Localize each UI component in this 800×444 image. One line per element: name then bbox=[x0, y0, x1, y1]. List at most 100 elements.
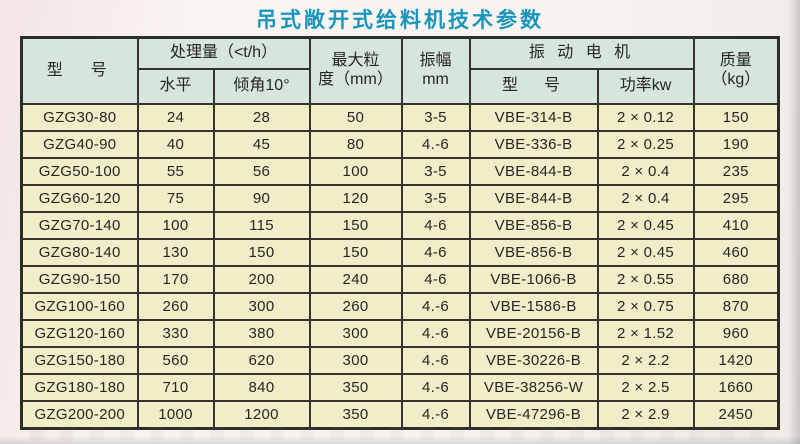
table-cell: 2450 bbox=[692, 400, 780, 430]
table-cell: 28 bbox=[212, 103, 311, 132]
table-cell: 4.-6 bbox=[400, 292, 471, 321]
table-cell: 295 bbox=[692, 184, 780, 213]
table-cell: 24 bbox=[136, 103, 215, 132]
table-cell: 680 bbox=[692, 265, 780, 294]
table-cell: VBE-38256-W bbox=[468, 373, 599, 402]
model-cell: GZG70-140 bbox=[20, 211, 139, 240]
table-cell: 200 bbox=[212, 265, 311, 294]
table-cell: 260 bbox=[136, 292, 215, 321]
table-cell: 3-5 bbox=[400, 103, 471, 132]
table-row: GZG70-140 100 115 150 4-6 VBE-856-B 2 × 0.45 41… bbox=[20, 211, 780, 240]
scan-shadow-right bbox=[788, 0, 800, 444]
model-cell: GZG120-160 bbox=[20, 319, 139, 348]
table-cell: VBE-844-B bbox=[468, 157, 599, 186]
spec-table: 型 号 处理量（<t/h） 最大粒 度（mm） 振幅 mm 振 动 电 机 质量… bbox=[20, 36, 781, 430]
table-cell: VBE-47296-B bbox=[468, 400, 599, 430]
table-row: GZG50-100 55 56 100 3-5 VBE-844-B 2 × 0.4 235 bbox=[20, 157, 780, 186]
table-cell: 90 bbox=[212, 184, 311, 213]
header-capacity-group: 处理量（<t/h） bbox=[136, 36, 311, 70]
header-capacity-horizontal: 水平 bbox=[136, 68, 215, 105]
table-cell: 2 × 0.12 bbox=[596, 103, 695, 132]
table-cell: 2 × 0.75 bbox=[596, 292, 695, 321]
table-cell: 840 bbox=[212, 373, 311, 402]
table-cell: 4-6 bbox=[400, 238, 471, 267]
table-cell: 2 × 0.25 bbox=[596, 130, 695, 159]
table-cell: 2 × 0.4 bbox=[596, 184, 695, 213]
table-row: GZG30-80 24 28 50 3-5 VBE-314-B 2 × 0.12 150 bbox=[20, 103, 780, 132]
table-cell: 150 bbox=[692, 103, 780, 132]
model-cell: GZG90-150 bbox=[20, 265, 139, 294]
table-cell: 170 bbox=[136, 265, 215, 294]
table-cell: VBE-844-B bbox=[468, 184, 599, 213]
table-row: GZG120-160 330 380 300 4.-6 VBE-20156-B 2 × 1.… bbox=[20, 319, 780, 348]
table-row: GZG100-160 260 300 260 4.-6 VBE-1586-B 2 × 0.7… bbox=[20, 292, 780, 321]
table-cell: VBE-856-B bbox=[468, 238, 599, 267]
header-amplitude: 振幅 mm bbox=[400, 36, 471, 105]
table-cell: VBE-856-B bbox=[468, 211, 599, 240]
table-cell: 710 bbox=[136, 373, 215, 402]
model-cell: GZG80-140 bbox=[20, 238, 139, 267]
model-cell: GZG150-180 bbox=[20, 346, 139, 375]
table-cell: 235 bbox=[692, 157, 780, 186]
table-cell: VBE-314-B bbox=[468, 103, 599, 132]
table-cell: 1200 bbox=[212, 400, 311, 430]
table-cell: 3-5 bbox=[400, 157, 471, 186]
table-cell: 4.-6 bbox=[400, 319, 471, 348]
table-cell: 150 bbox=[308, 238, 403, 267]
header-motor-power: 功率kw bbox=[596, 68, 695, 105]
table-cell: 300 bbox=[308, 346, 403, 375]
table-cell: 100 bbox=[308, 157, 403, 186]
table-row: GZG180-180 710 840 350 4.-6 VBE-38256-W 2 × 2.… bbox=[20, 373, 780, 402]
table-cell: 120 bbox=[308, 184, 403, 213]
table-cell: 45 bbox=[212, 130, 311, 159]
table-cell: 300 bbox=[308, 319, 403, 348]
table-cell: 1660 bbox=[692, 373, 780, 402]
table-cell: 150 bbox=[212, 238, 311, 267]
table-cell: 870 bbox=[692, 292, 780, 321]
table-cell: 4.-6 bbox=[400, 130, 471, 159]
table-cell: 115 bbox=[212, 211, 311, 240]
table-cell: 40 bbox=[136, 130, 215, 159]
header-motor-model: 型 号 bbox=[468, 68, 599, 105]
header-max-particle: 最大粒 度（mm） bbox=[308, 36, 403, 105]
model-cell: GZG180-180 bbox=[20, 373, 139, 402]
table-cell: 3-5 bbox=[400, 184, 471, 213]
model-cell: GZG50-100 bbox=[20, 157, 139, 186]
table-cell: 2 × 2.2 bbox=[596, 346, 695, 375]
table-cell: 1420 bbox=[692, 346, 780, 375]
scan-shadow-bottom bbox=[0, 436, 800, 444]
table-cell: 2 × 0.4 bbox=[596, 157, 695, 186]
table-cell: 260 bbox=[308, 292, 403, 321]
table-cell: 4.-6 bbox=[400, 400, 471, 430]
table-row: GZG90-150 170 200 240 4-6 VBE-1066-B 2 × 0.55 6… bbox=[20, 265, 780, 294]
table-row: GZG60-120 75 90 120 3-5 VBE-844-B 2 × 0.4 295 bbox=[20, 184, 780, 213]
table-body: GZG30-80 24 28 50 3-5 VBE-314-B 2 × 0.12 150 GZG… bbox=[20, 103, 780, 430]
table-cell: 75 bbox=[136, 184, 215, 213]
table-cell: 2 × 2.9 bbox=[596, 400, 695, 430]
table-cell: 100 bbox=[136, 211, 215, 240]
table-cell: 330 bbox=[136, 319, 215, 348]
table-cell: 4-6 bbox=[400, 265, 471, 294]
table-header: 型 号 处理量（<t/h） 最大粒 度（mm） 振幅 mm 振 动 电 机 质量… bbox=[20, 36, 780, 105]
table-cell: 460 bbox=[692, 238, 780, 267]
table-cell: 350 bbox=[308, 373, 403, 402]
table-cell: 2 × 1.52 bbox=[596, 319, 695, 348]
table-cell: 2 × 0.45 bbox=[596, 211, 695, 240]
table-cell: 4-6 bbox=[400, 211, 471, 240]
table-cell: 560 bbox=[136, 346, 215, 375]
model-cell: GZG30-80 bbox=[20, 103, 139, 132]
table-cell: 960 bbox=[692, 319, 780, 348]
table-cell: 4.-6 bbox=[400, 373, 471, 402]
table-cell: VBE-30226-B bbox=[468, 346, 599, 375]
table-row: GZG40-90 40 45 80 4.-6 VBE-336-B 2 × 0.25 190 bbox=[20, 130, 780, 159]
table-cell: 2 × 0.45 bbox=[596, 238, 695, 267]
table-row: GZG80-140 130 150 150 4-6 VBE-856-B 2 × 0.45 46… bbox=[20, 238, 780, 267]
table-cell: 380 bbox=[212, 319, 311, 348]
table-cell: 2 × 2.5 bbox=[596, 373, 695, 402]
table-cell: 55 bbox=[136, 157, 215, 186]
header-model: 型 号 bbox=[20, 36, 139, 105]
header-motor-group: 振 动 电 机 bbox=[468, 36, 695, 70]
table-row: GZG200-200 1000 1200 350 4.-6 VBE-47296-B 2 × … bbox=[20, 400, 780, 430]
table-cell: 150 bbox=[308, 211, 403, 240]
